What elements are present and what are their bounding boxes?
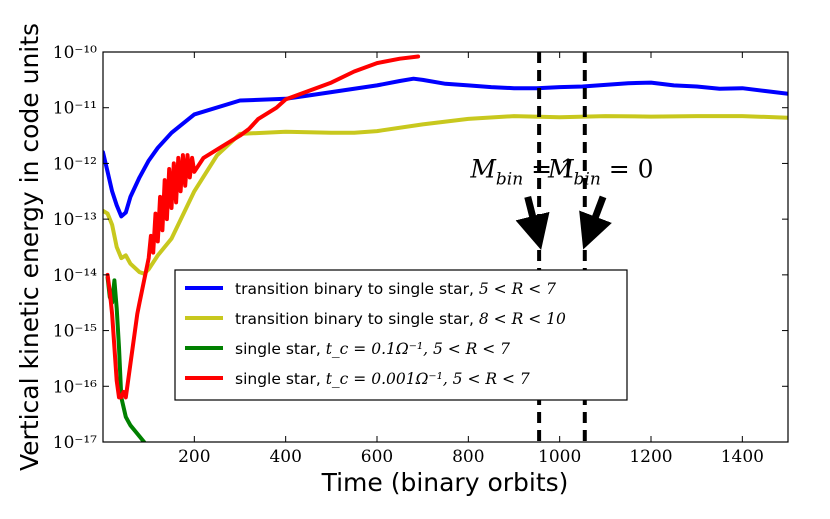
x-tick-label: 1000 [538, 447, 581, 467]
annotation-label-1: Mbin = 1 [469, 154, 576, 189]
x-tick-label: 1200 [629, 447, 672, 467]
annotation-arrow-2 [579, 195, 612, 250]
y-tick-label: 10⁻¹¹ [53, 99, 97, 119]
annotation-label-2: Mbin = 0 [547, 154, 654, 189]
y-tick-label: 10⁻¹⁵ [53, 322, 97, 342]
legend-box [174, 269, 628, 401]
series-line-4 [105, 54, 421, 400]
series-line-1 [103, 76, 788, 219]
legend-label: single star, t_c = 0.001Ω⁻¹, 5 < R < 7 [235, 370, 530, 388]
y-tick-label: 10⁻¹² [53, 154, 97, 174]
series-line-2 [103, 114, 788, 276]
y-tick-label: 10⁻¹³ [53, 210, 97, 230]
x-tick-label: 1400 [721, 447, 764, 467]
x-axis-label: Time (binary orbits) [321, 468, 569, 497]
x-tick-label: 800 [452, 447, 484, 467]
legend-label: single star, t_c = 0.1Ω⁻¹, 5 < R < 7 [235, 340, 510, 358]
annotation-arrow-1 [515, 196, 550, 251]
plot-frame [102, 51, 789, 443]
legend-label: transition binary to single star, 8 < R … [235, 310, 566, 328]
y-tick-label: 10⁻¹⁰ [53, 43, 97, 63]
x-tick-label: 200 [178, 447, 210, 467]
x-tick-label: 600 [361, 447, 393, 467]
y-tick-label: 10⁻¹⁷ [53, 433, 97, 453]
x-tick-label: 400 [269, 447, 301, 467]
y-tick-label: 10⁻¹⁶ [53, 377, 97, 397]
y-axis-label: Vertical kinetic energy in code units [15, 23, 44, 471]
legend-label: transition binary to single star, 5 < R … [235, 280, 556, 298]
y-tick-label: 10⁻¹⁴ [53, 266, 97, 286]
